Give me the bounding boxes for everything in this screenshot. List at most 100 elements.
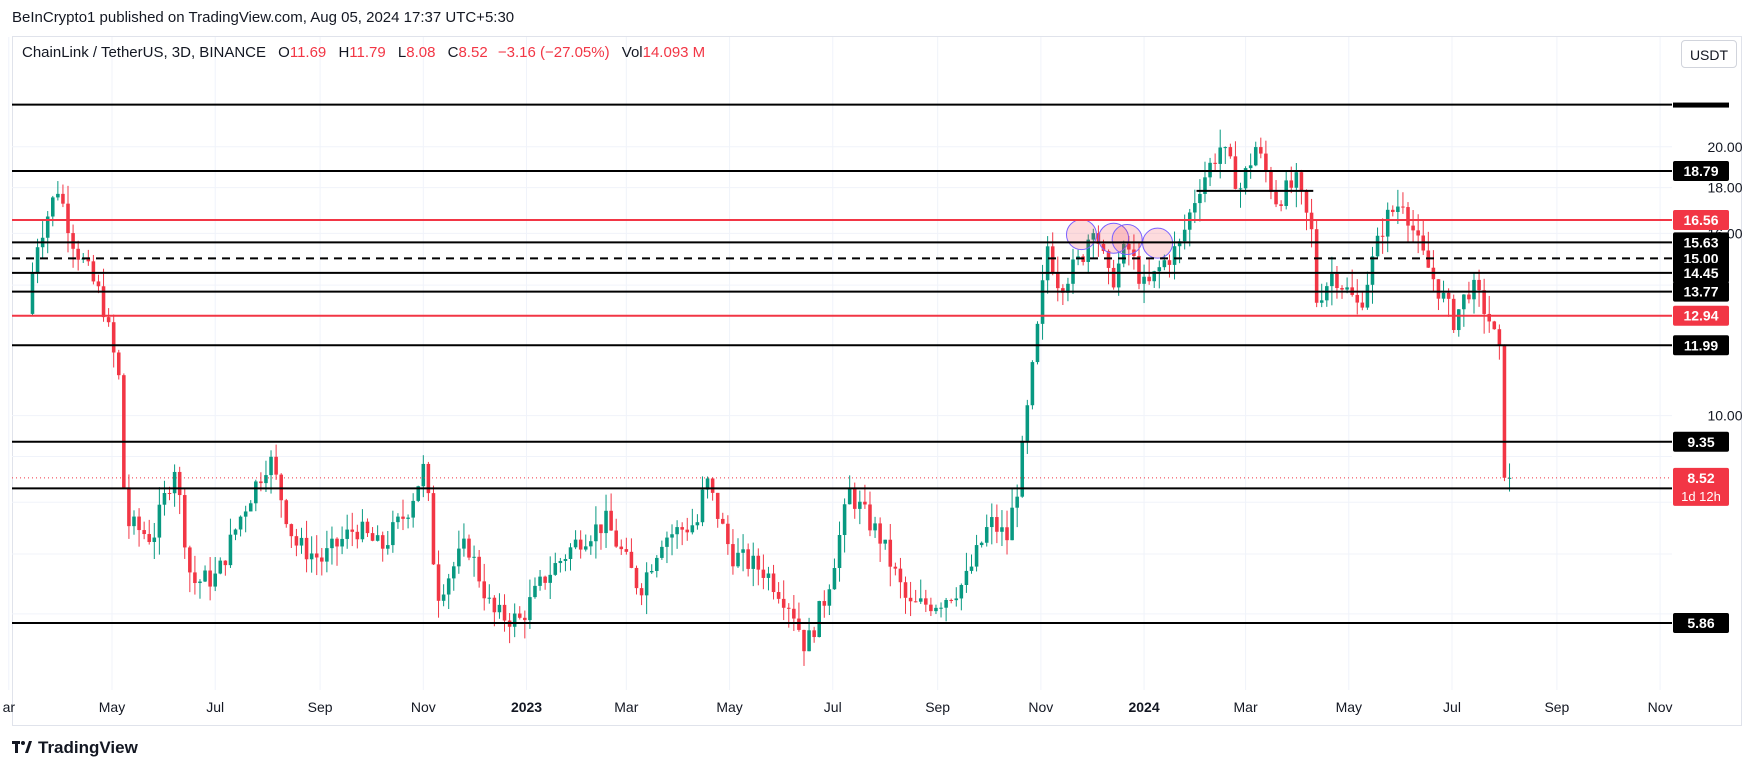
candle-body: [863, 501, 867, 505]
price-level-badge: [1673, 431, 1729, 452]
candle-body: [858, 501, 862, 509]
candle-body: [665, 537, 669, 547]
candle-body: [1253, 147, 1258, 166]
candle-body: [1035, 323, 1040, 363]
candle-body: [893, 566, 898, 569]
candle-body: [1345, 287, 1349, 290]
candle-body: [868, 504, 872, 531]
candle-body: [1091, 233, 1096, 240]
candle-body: [1360, 302, 1365, 308]
candle-body: [558, 560, 563, 564]
candle-body: [1015, 496, 1019, 508]
candle-body: [639, 588, 644, 596]
publication-attribution: BeInCrypto1 published on TradingView.com…: [12, 9, 515, 26]
candle-body: [248, 503, 253, 512]
candle-body: [421, 463, 426, 487]
candle-body: [477, 556, 481, 582]
candle-body: [827, 589, 832, 606]
candle-body: [1391, 209, 1395, 212]
x-axis-tick-label: 2024: [1128, 699, 1159, 715]
candle-body: [1142, 276, 1146, 284]
candle-body: [203, 570, 207, 582]
candle-body: [776, 592, 781, 599]
candle-body: [446, 578, 451, 595]
candle-body: [1325, 286, 1329, 301]
candle-body: [106, 317, 111, 323]
x-axis-tick-label: May: [1336, 699, 1362, 715]
candle-body: [279, 474, 283, 501]
candle-body: [111, 322, 116, 353]
candle-body: [51, 197, 55, 217]
candle-body: [594, 524, 598, 542]
candle-body: [259, 481, 263, 484]
candle-body: [786, 607, 791, 609]
candle-body: [944, 599, 948, 608]
candle-body: [721, 518, 725, 524]
candle-body: [208, 570, 212, 587]
price-level-badge: [1673, 335, 1729, 356]
candle-body: [188, 547, 192, 573]
candle-body: [538, 576, 542, 586]
annotation-circle: [1098, 222, 1130, 254]
currency-button[interactable]: USDT: [1681, 40, 1737, 68]
candle-body: [1000, 527, 1004, 532]
symbol-label[interactable]: ChainLink / TetherUS, 3D, BINANCE: [22, 44, 266, 61]
candle-body: [756, 555, 761, 570]
candle-body: [1233, 156, 1238, 189]
candle-body: [573, 539, 578, 548]
price-level-label: 12.94: [1683, 308, 1718, 324]
last-price-badge: [1673, 467, 1729, 506]
candle-body: [1167, 260, 1172, 265]
candle-body: [172, 471, 177, 494]
candle-body: [1314, 229, 1319, 303]
candle-body: [1025, 405, 1030, 441]
candle-body: [91, 261, 96, 282]
candle-body: [873, 523, 877, 531]
candle-body: [1294, 172, 1299, 188]
price-level-label: 14.45: [1683, 265, 1718, 281]
candle-body: [45, 216, 50, 238]
candle-body: [1182, 229, 1187, 242]
candle-body: [457, 548, 461, 567]
candle-body: [1451, 298, 1456, 331]
annotation-circle: [1111, 223, 1143, 255]
candle-body: [122, 375, 126, 488]
candle-body: [924, 598, 928, 605]
candle-body: [1406, 207, 1410, 226]
chart-pane[interactable]: [12, 36, 1742, 726]
candle-body: [847, 488, 852, 505]
x-axis-tick-label: ar: [3, 699, 16, 715]
price-level-label: 16.56: [1683, 212, 1718, 228]
candle-body: [1111, 267, 1116, 288]
candle-body: [1203, 177, 1207, 194]
candle-body: [436, 564, 441, 601]
candle-body: [954, 598, 959, 601]
candle-body: [1193, 203, 1197, 213]
candle-body: [634, 567, 639, 589]
candle-body: [147, 534, 151, 542]
candle-body: [198, 581, 202, 584]
candle-body: [243, 511, 248, 517]
candle-body: [1147, 276, 1151, 282]
candle-body: [1284, 180, 1288, 206]
candle-body: [309, 553, 314, 560]
candle-body: [710, 478, 715, 493]
candle-body: [193, 572, 197, 584]
candle-body: [487, 597, 492, 599]
high-label: H: [338, 44, 350, 61]
candle-body: [1152, 271, 1156, 282]
candle-body: [167, 493, 172, 495]
candle-body: [127, 487, 131, 527]
candle-body: [1385, 209, 1390, 237]
tradingview-logo[interactable]: TradingView: [12, 738, 138, 758]
candle-body: [1507, 477, 1512, 479]
candle-body: [472, 556, 476, 558]
candle-body: [888, 539, 893, 567]
candle-body: [1056, 272, 1060, 289]
candle-body: [431, 493, 436, 565]
candle-body: [96, 281, 101, 287]
candle-body: [1101, 243, 1106, 252]
candle-body: [116, 352, 121, 376]
candle-body: [949, 599, 953, 601]
